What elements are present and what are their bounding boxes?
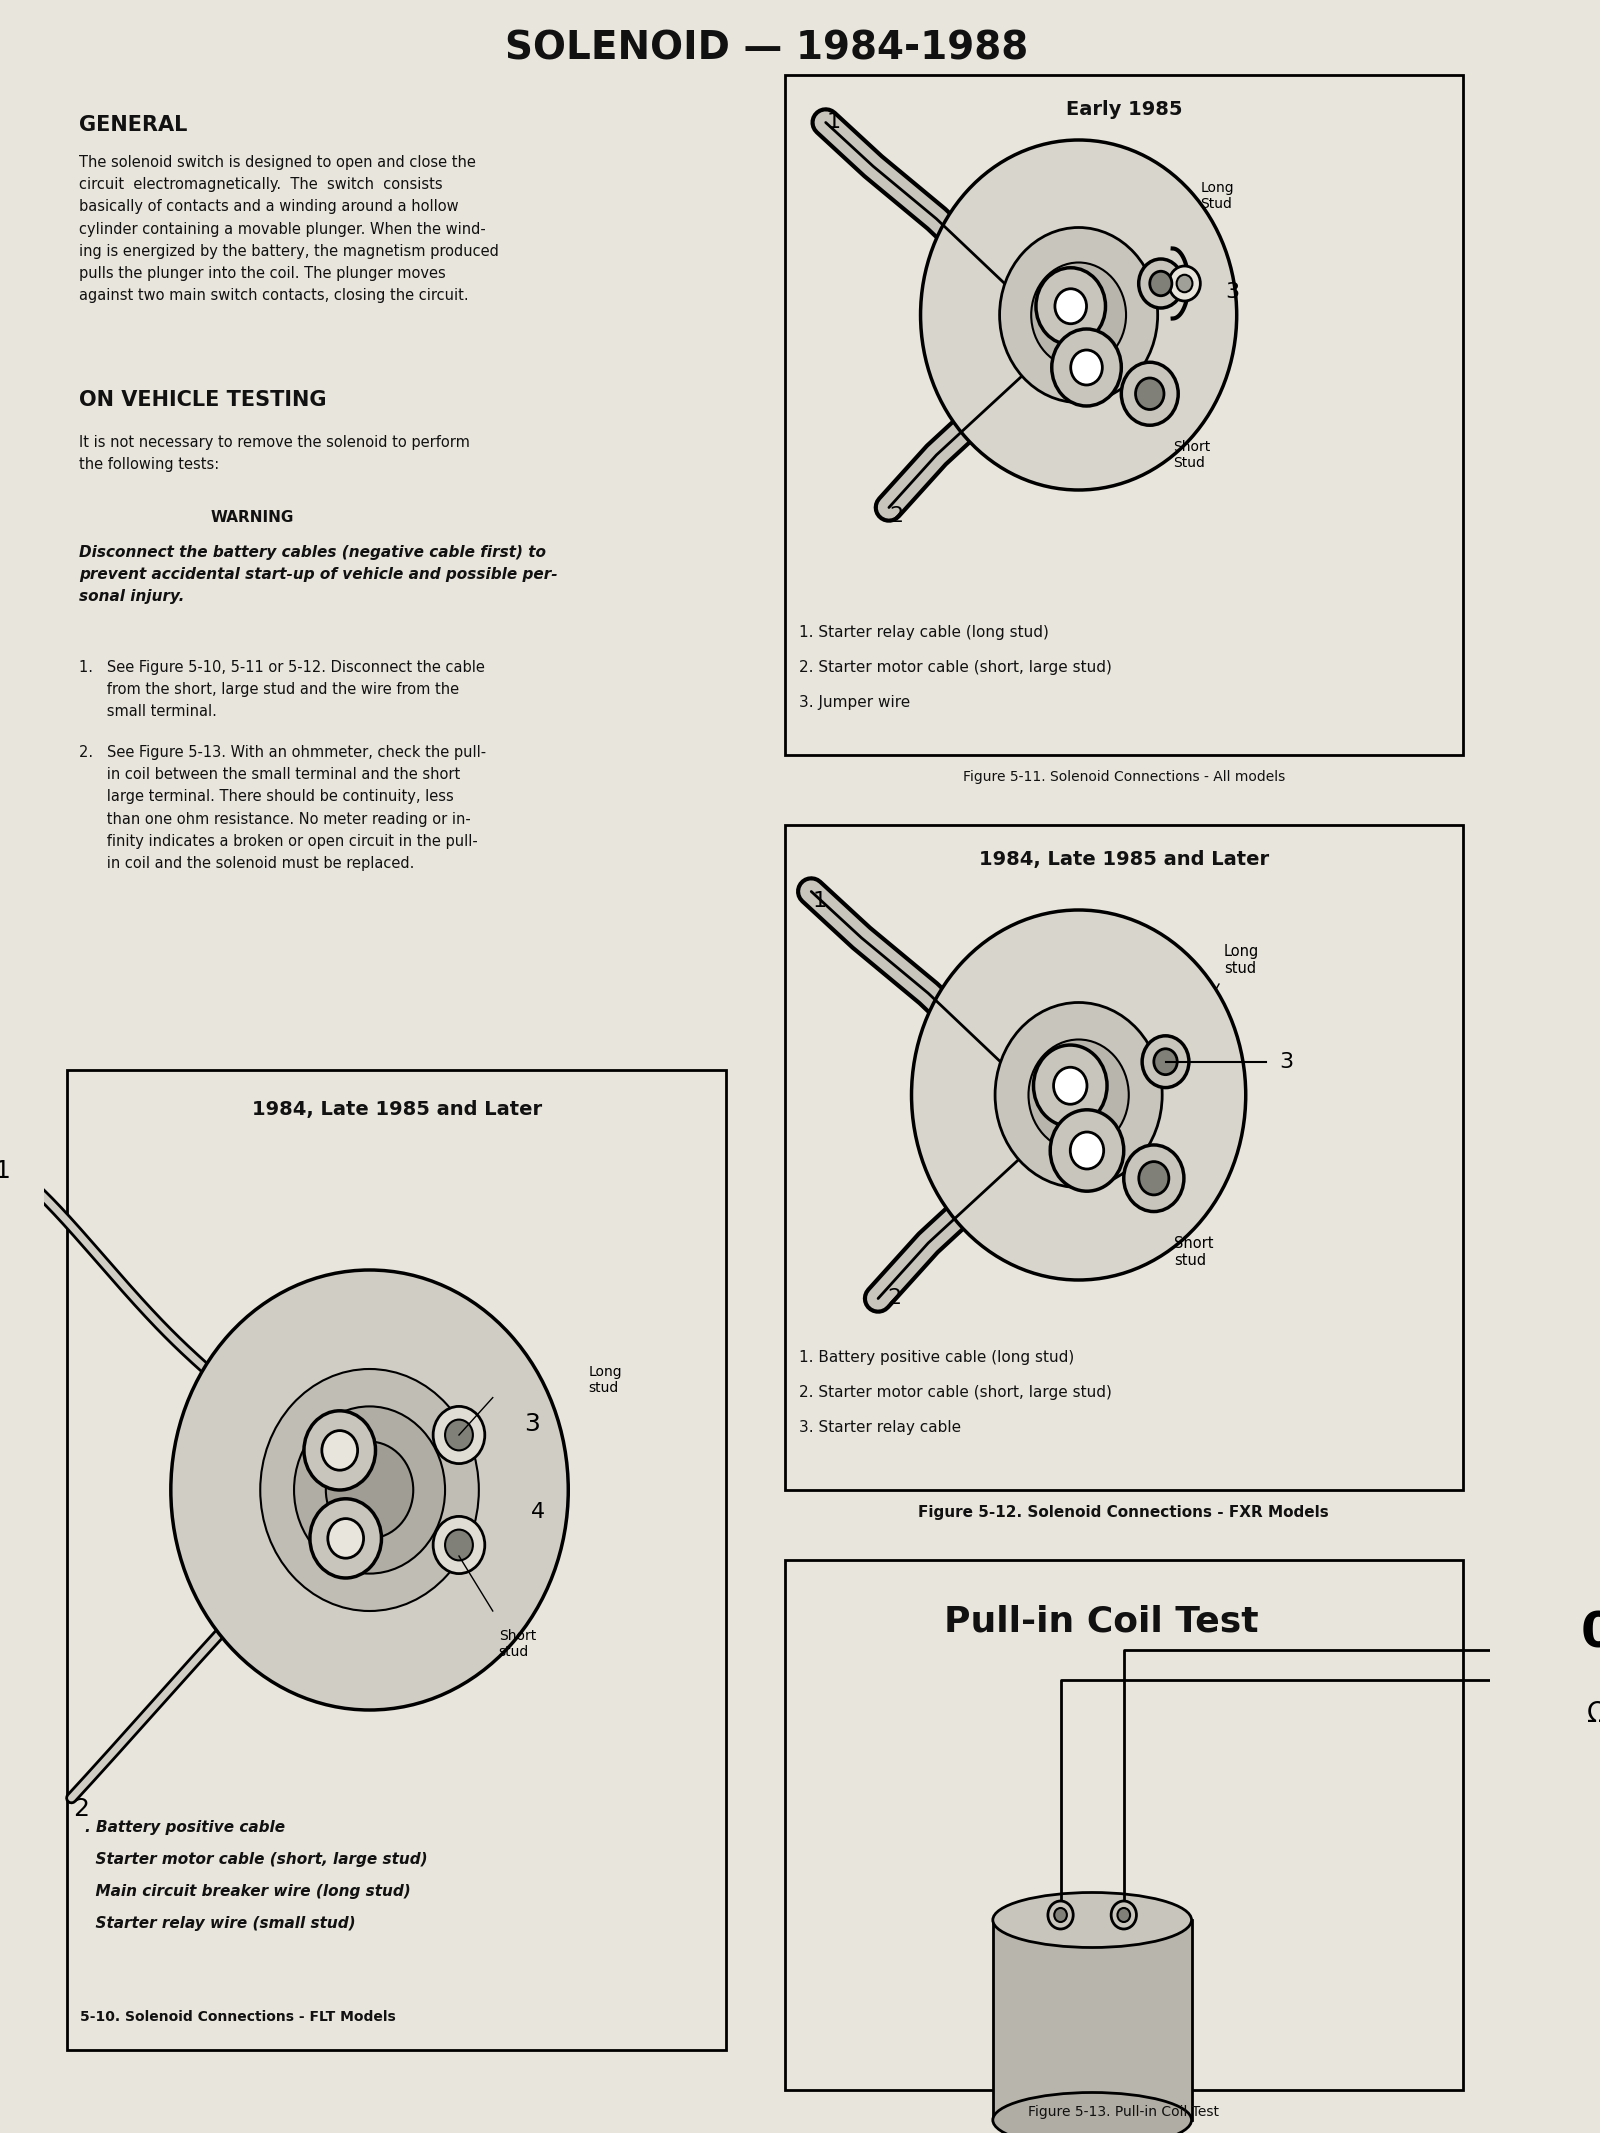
Text: Long
stud: Long stud <box>589 1365 622 1395</box>
Text: 0: 0 <box>1581 1610 1600 1657</box>
Text: It is not necessary to remove the solenoid to perform
the following tests:: It is not necessary to remove the soleno… <box>78 435 469 471</box>
Text: 3. Jumper wire: 3. Jumper wire <box>798 695 910 710</box>
Circle shape <box>1122 363 1178 424</box>
Circle shape <box>1142 1037 1189 1088</box>
Circle shape <box>995 1003 1162 1188</box>
Text: 2.   See Figure 5-13. With an ohmmeter, check the pull-
      in coil between th: 2. See Figure 5-13. With an ohmmeter, ch… <box>78 744 486 870</box>
Text: 2: 2 <box>74 1796 90 1822</box>
Bar <box>67 1071 726 2050</box>
Text: 3: 3 <box>1226 282 1238 303</box>
Text: Disconnect the battery cables (negative cable first) to
prevent accidental start: Disconnect the battery cables (negative … <box>78 546 557 604</box>
Text: Short
stud: Short stud <box>1174 1235 1213 1269</box>
Circle shape <box>912 911 1246 1280</box>
Circle shape <box>1032 262 1126 367</box>
Circle shape <box>1070 350 1102 384</box>
Circle shape <box>1035 269 1106 346</box>
Text: Long
Stud: Long Stud <box>1200 181 1234 211</box>
Circle shape <box>328 1519 363 1559</box>
Text: 5-10. Solenoid Connections - FLT Models: 5-10. Solenoid Connections - FLT Models <box>80 2009 397 2024</box>
Text: 1: 1 <box>827 113 840 132</box>
Circle shape <box>1034 1045 1107 1126</box>
Circle shape <box>920 141 1237 491</box>
Circle shape <box>1070 1133 1104 1169</box>
Text: 3. Starter relay cable: 3. Starter relay cable <box>798 1421 960 1436</box>
Circle shape <box>1150 271 1171 296</box>
Text: Starter relay wire (small stud): Starter relay wire (small stud) <box>85 1915 355 1930</box>
Circle shape <box>1053 1066 1086 1105</box>
Text: 1. Battery positive cable (long stud): 1. Battery positive cable (long stud) <box>798 1350 1074 1365</box>
Text: 4: 4 <box>531 1502 546 1523</box>
Circle shape <box>1110 1901 1136 1928</box>
Text: The solenoid switch is designed to open and close the
circuit  electromagnetical: The solenoid switch is designed to open … <box>78 156 499 303</box>
Text: Main circuit breaker wire (long stud): Main circuit breaker wire (long stud) <box>85 1883 411 1898</box>
Circle shape <box>1154 1049 1178 1075</box>
Text: Ω: Ω <box>1587 1700 1600 1728</box>
Circle shape <box>1000 228 1158 403</box>
Circle shape <box>445 1421 474 1450</box>
Bar <box>786 75 1462 755</box>
Bar <box>786 1559 1462 2090</box>
Circle shape <box>1029 1039 1128 1150</box>
Circle shape <box>445 1529 474 1561</box>
Text: GENERAL: GENERAL <box>78 115 187 134</box>
Text: 2: 2 <box>888 1288 902 1308</box>
Text: 1984, Late 1985 and Later: 1984, Late 1985 and Later <box>979 849 1269 868</box>
Circle shape <box>1054 1909 1067 1922</box>
Text: Pull-in Coil Test: Pull-in Coil Test <box>944 1604 1259 1638</box>
Ellipse shape <box>994 2092 1192 2133</box>
Text: 3: 3 <box>1278 1052 1293 1071</box>
Text: 2. Starter motor cable (short, large stud): 2. Starter motor cable (short, large stu… <box>798 1384 1112 1399</box>
Text: SOLENOID — 1984-1988: SOLENOID — 1984-1988 <box>506 30 1029 66</box>
Circle shape <box>1139 1162 1170 1194</box>
Circle shape <box>310 1499 381 1578</box>
Circle shape <box>1050 1109 1123 1190</box>
Circle shape <box>304 1410 376 1491</box>
Circle shape <box>294 1406 445 1574</box>
Text: 1: 1 <box>813 892 827 911</box>
Text: WARNING: WARNING <box>211 510 294 525</box>
Circle shape <box>261 1369 478 1610</box>
Bar <box>786 825 1462 1491</box>
Circle shape <box>1054 288 1086 324</box>
Circle shape <box>1048 1901 1074 1928</box>
Text: Figure 5-13. Pull-in Coil Test: Figure 5-13. Pull-in Coil Test <box>1029 2105 1219 2118</box>
Text: Early 1985: Early 1985 <box>1066 100 1182 119</box>
Circle shape <box>326 1442 413 1538</box>
Text: 1984, Late 1985 and Later: 1984, Late 1985 and Later <box>251 1101 542 1120</box>
Text: 1: 1 <box>0 1158 10 1184</box>
Text: 2. Starter motor cable (short, large stud): 2. Starter motor cable (short, large stu… <box>798 659 1112 674</box>
Text: . Battery positive cable: . Battery positive cable <box>85 1819 285 1834</box>
Circle shape <box>322 1431 358 1470</box>
Circle shape <box>1168 267 1200 301</box>
Circle shape <box>171 1269 568 1711</box>
Circle shape <box>1117 1909 1130 1922</box>
Text: Figure 5-11. Solenoid Connections - All models: Figure 5-11. Solenoid Connections - All … <box>963 770 1285 785</box>
Text: 1. Starter relay cable (long stud): 1. Starter relay cable (long stud) <box>798 625 1048 640</box>
Text: Short
Stud: Short Stud <box>1173 439 1211 469</box>
Text: 1.   See Figure 5-10, 5-11 or 5-12. Disconnect the cable
      from the short, l: 1. See Figure 5-10, 5-11 or 5-12. Discon… <box>78 659 485 719</box>
Ellipse shape <box>994 1892 1192 1947</box>
Circle shape <box>1136 378 1163 410</box>
Bar <box>1517 1589 1600 1741</box>
Circle shape <box>1051 328 1122 405</box>
Bar <box>994 1920 1192 2120</box>
Text: 2: 2 <box>890 506 904 527</box>
Text: Long
stud: Long stud <box>1224 943 1259 977</box>
Circle shape <box>1139 258 1182 307</box>
Text: ON VEHICLE TESTING: ON VEHICLE TESTING <box>78 390 326 410</box>
Circle shape <box>434 1517 485 1574</box>
Text: Short
stud: Short stud <box>499 1630 536 1659</box>
Text: Starter motor cable (short, large stud): Starter motor cable (short, large stud) <box>85 1851 427 1866</box>
Circle shape <box>1176 275 1192 292</box>
Circle shape <box>1123 1145 1184 1212</box>
Text: 3: 3 <box>525 1412 541 1436</box>
Text: Figure 5-12. Solenoid Connections - FXR Models: Figure 5-12. Solenoid Connections - FXR … <box>918 1506 1330 1521</box>
Circle shape <box>434 1406 485 1463</box>
